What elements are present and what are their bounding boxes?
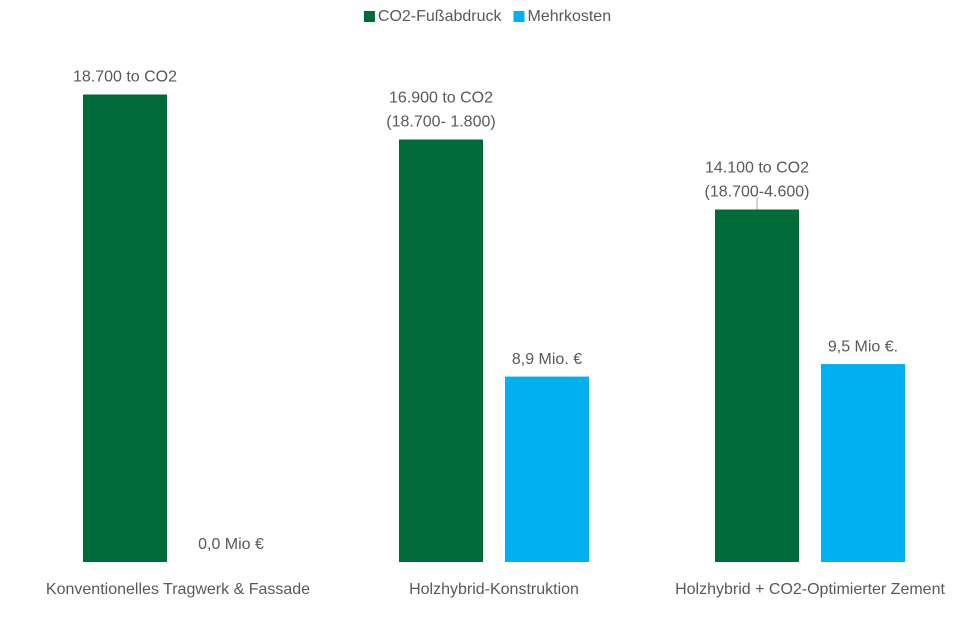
data-label: 14.100 to CO2 [705,160,809,177]
legend-label: CO2-Fußabdruck [378,8,503,25]
legend-label: Mehrkosten [528,8,612,25]
data-label: 9,5 Mio €. [828,338,898,355]
data-label: (18.700-4.600) [705,184,810,201]
bar [821,364,905,562]
bar [83,94,167,562]
bar [399,139,483,562]
x-tick-label: Holzhybrid-Konstruktion [409,581,579,598]
x-tick-label: Holzhybrid + CO2-Optimierter Zement [675,581,945,598]
data-label: 18.700 to CO2 [73,69,177,86]
bar [715,209,799,562]
legend-swatch [513,11,525,22]
data-label: 8,9 Mio. € [512,351,582,368]
data-label: 0,0 Mio € [198,536,264,553]
bar [505,376,589,562]
legend-swatch [363,11,375,22]
data-label: 16.900 to CO2 [389,90,493,107]
data-label: (18.700- 1.800) [386,114,495,131]
legend: CO2-Fußabdruck Mehrkosten [363,8,612,25]
x-tick-label: Konventionelles Tragwerk & Fassade [46,581,310,598]
